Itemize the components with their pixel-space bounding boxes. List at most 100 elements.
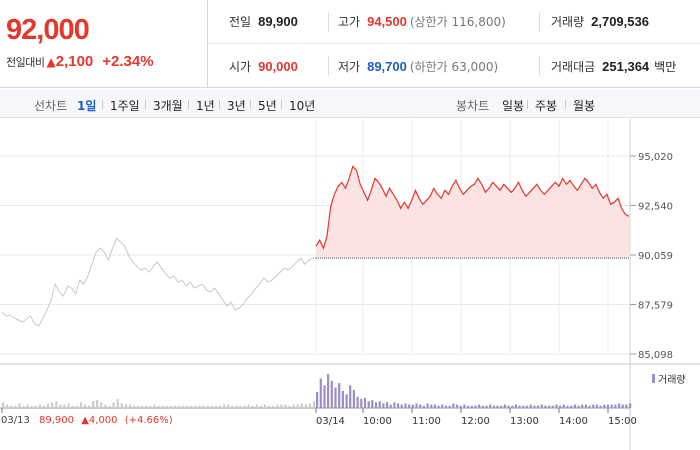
- open-value: 90,000: [258, 58, 298, 74]
- tab-10-years[interactable]: 10년: [289, 99, 316, 113]
- today-volume-bar: [618, 403, 621, 408]
- prev-volume-bar: [190, 405, 193, 408]
- today-volume-bar: [514, 404, 517, 408]
- prev-volume-bar: [280, 404, 283, 408]
- prev-volume-bar: [210, 405, 213, 408]
- today-volume-bar: [536, 405, 540, 408]
- prev-volume-bar: [100, 402, 103, 408]
- today-volume-bar: [356, 396, 359, 408]
- current-price: 92,000: [6, 14, 90, 46]
- trade-value-label: 거래대금: [551, 59, 596, 74]
- volume-bars: [2, 374, 632, 408]
- prev-volume-bar: [137, 405, 140, 408]
- today-volume-bar: [437, 405, 440, 408]
- tab-5-years[interactable]: 5년: [258, 99, 277, 113]
- prev-volume-bar: [288, 405, 291, 408]
- prev-volume-bar: [22, 405, 25, 408]
- current-price-box: 92,000 전일대비 ▲ 2,100 +2.34%: [0, 0, 208, 88]
- prev-volume-bar: [255, 404, 258, 408]
- today-area-fill: [316, 166, 629, 259]
- today-volume-bar: [455, 404, 459, 408]
- today-volume-bar: [621, 404, 624, 408]
- today-volume-bar: [581, 404, 584, 408]
- low-label: 저가: [338, 59, 361, 74]
- today-volume-bar: [319, 378, 322, 408]
- prev-volume-bar: [223, 404, 226, 408]
- prev-volume-bar: [30, 405, 33, 408]
- y-tick-label: 92,540: [638, 201, 673, 212]
- tab-separator: [565, 100, 566, 109]
- today-volume-bar: [625, 404, 628, 408]
- today-volume-bar: [452, 403, 455, 408]
- upper-limit: (상한가 116,800): [409, 15, 506, 29]
- today-price-line: [315, 165, 630, 250]
- trade-value-unit: 백만: [654, 59, 677, 74]
- tab-monthly-candle[interactable]: 월봉: [573, 99, 596, 113]
- today-volume-bar: [448, 405, 451, 408]
- today-volume-bar: [629, 403, 632, 408]
- prev-volume-bar: [308, 403, 312, 408]
- today-volume-bar: [496, 405, 499, 408]
- today-volume-bar: [489, 404, 492, 408]
- open-label: 시가: [229, 59, 252, 74]
- today-volume-bar: [341, 391, 344, 408]
- prev-volume-bar: [145, 405, 148, 408]
- prev-volume-bar: [2, 402, 5, 408]
- prev-volume-bar: [235, 405, 238, 408]
- quote-header: 92,000 전일대비 ▲ 2,100 +2.34% 전일 89,900 고가 …: [0, 0, 700, 88]
- today-volume-bar: [548, 405, 551, 408]
- today-volume-bar: [360, 398, 363, 408]
- today-volume-bar: [573, 404, 576, 408]
- prev-volume-bar: [79, 402, 82, 408]
- today-volume-bar: [459, 405, 462, 408]
- today-volume-bar: [540, 404, 543, 408]
- today-volume-bar: [426, 403, 429, 408]
- prev-volume-bar: [263, 404, 267, 408]
- today-volume-bar: [441, 404, 444, 408]
- x-tick-label: 14:00: [559, 416, 588, 427]
- today-volume-bar: [507, 405, 510, 408]
- today-volume-bar: [374, 402, 378, 408]
- price-change-row: 전일대비 ▲ 2,100 +2.34%: [6, 53, 154, 70]
- prev-volume-bar: [153, 404, 156, 408]
- prev-volume-bar: [276, 404, 279, 408]
- prev-volume-bar: [313, 401, 316, 408]
- tab-1-week[interactable]: 1주일: [110, 99, 140, 113]
- low-value: 89,700: [367, 58, 407, 74]
- today-volume-bar: [470, 405, 473, 408]
- prev-volume-bar: [247, 404, 250, 408]
- volume-legend-label: 거래량: [658, 375, 686, 386]
- tab-3-years[interactable]: 3년: [227, 99, 246, 113]
- prev-volume-bar: [63, 404, 66, 408]
- tab-1-year[interactable]: 1년: [196, 99, 215, 113]
- low-stat: 저가 89,700 (하한가 63,000): [328, 56, 498, 76]
- prev-volume-bar: [116, 398, 119, 408]
- volume-value: 2,709,536: [591, 14, 649, 29]
- today-volume-bar: [338, 383, 341, 408]
- today-volume-bar: [592, 404, 595, 408]
- x-axis-labels: 03/14 10:00 11:00 12:00 13:00 14:00 15:00: [1, 408, 637, 427]
- prev-session-change: ▲4,000: [81, 415, 117, 426]
- prev-volume-bar: [149, 405, 152, 408]
- prev-volume-bar: [71, 405, 74, 408]
- today-volume-bar: [606, 404, 610, 408]
- line-chart-title: 선차트: [34, 99, 68, 113]
- volume-legend: 거래량: [652, 371, 686, 386]
- tab-daily-candle[interactable]: 일봉: [502, 99, 525, 113]
- today-volume-bar: [430, 404, 433, 408]
- today-volume-bar: [562, 404, 565, 408]
- prev-volume-bar: [6, 404, 9, 408]
- prev-volume-bar: [128, 404, 132, 408]
- tab-3-months[interactable]: 3개월: [153, 99, 183, 113]
- tab-weekly-candle[interactable]: 주봉: [535, 99, 558, 113]
- prev-volume-bar: [206, 405, 209, 408]
- tab-1-day[interactable]: 1일: [77, 99, 97, 113]
- price-chart[interactable]: 95,020 92,540 90,059 87,579 85,098 03/14 10:0…: [0, 119, 700, 450]
- y-tick-label: 95,020: [638, 152, 673, 163]
- prev-volume-bar: [34, 405, 37, 408]
- prev-volume-bar: [51, 402, 54, 408]
- today-volume-bar: [610, 404, 613, 408]
- high-value: 94,500: [367, 14, 407, 29]
- prev-volume-bar: [198, 405, 201, 408]
- volume-legend-swatch: [652, 374, 655, 383]
